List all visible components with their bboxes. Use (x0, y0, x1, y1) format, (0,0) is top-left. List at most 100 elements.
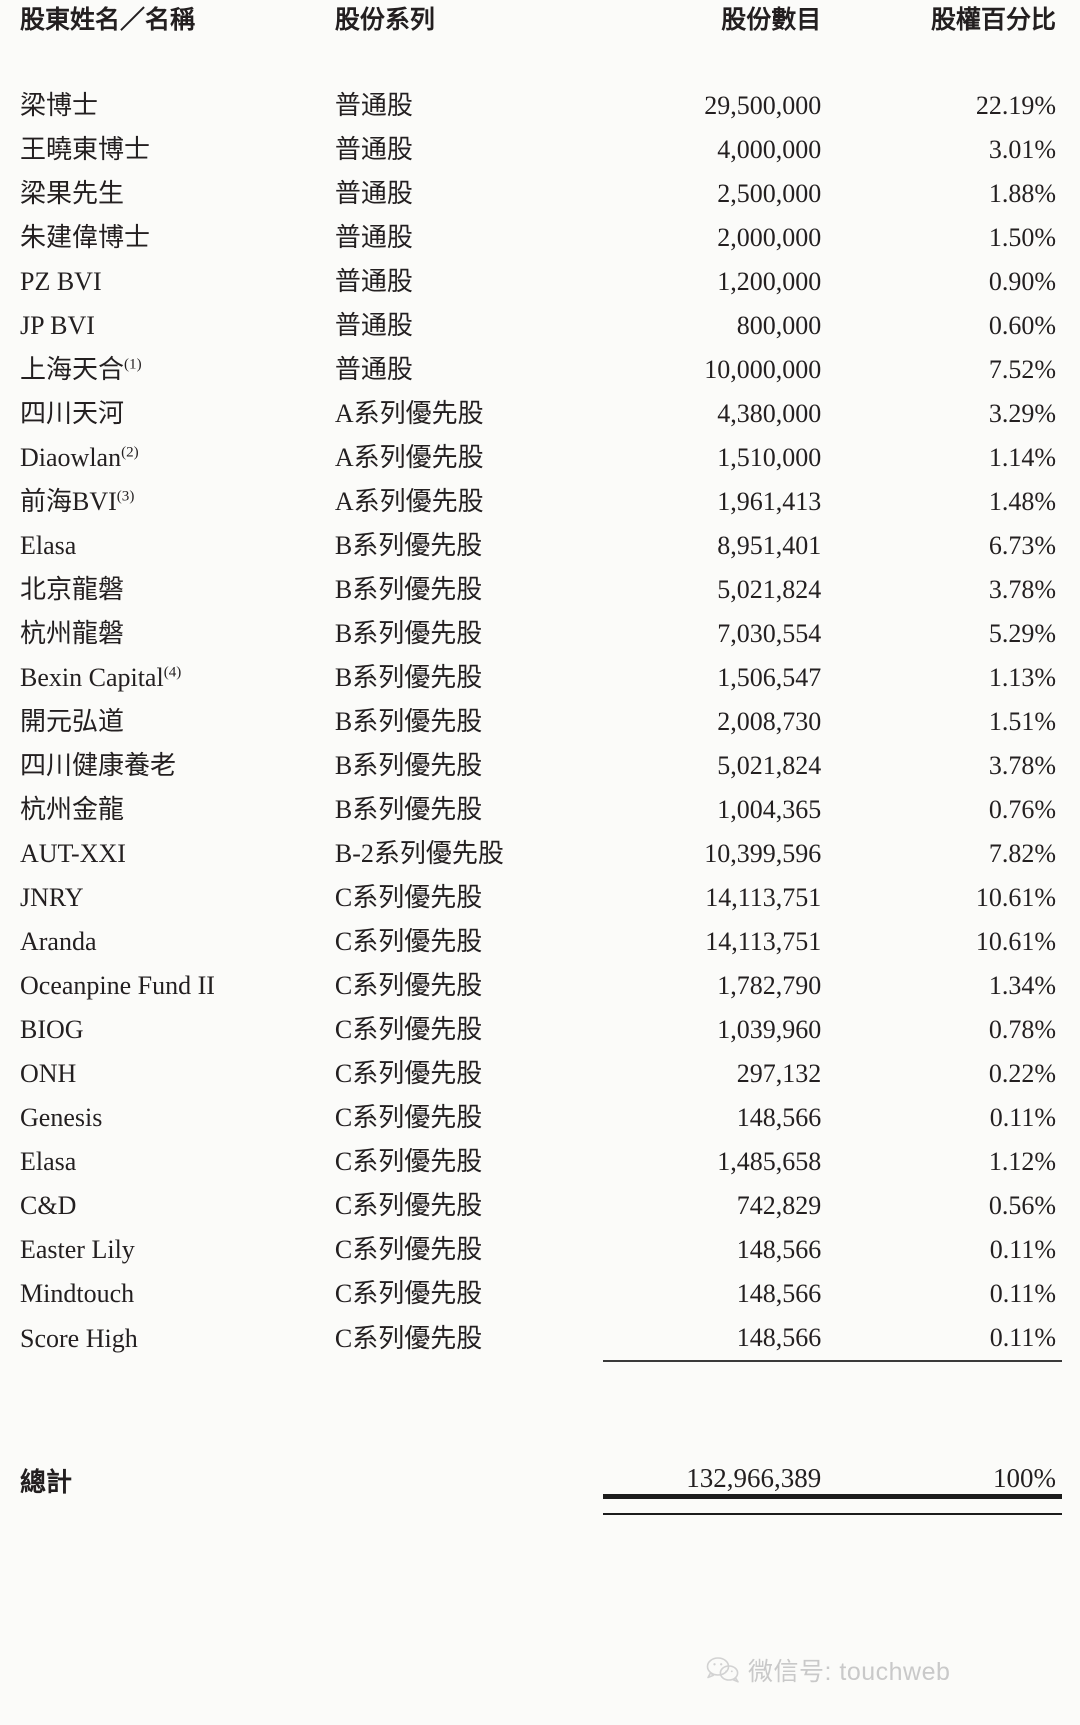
cell-shareholder-name: 梁果先生 (20, 179, 125, 208)
cell-share-count: 148,566 (736, 1323, 822, 1352)
cell-shareholder-name: 梁博士 (20, 91, 99, 120)
cell-shareholder-name: Elasa (20, 1147, 77, 1176)
cell-share-percentage: 1.51% (988, 707, 1056, 736)
cell-share-count: 10,399,596 (704, 839, 822, 868)
cell-share-class: C系列優先股 (334, 1103, 483, 1132)
table-row: Oceanpine Fund II C系列優先股 1,782,790 1.34% (18, 964, 1062, 1008)
table-row: Mindtouch C系列優先股 148,566 0.11% (18, 1272, 1062, 1316)
cell-share-class: A系列優先股 (334, 399, 484, 428)
cell-share-count: 148,566 (736, 1235, 822, 1264)
cell-share-class: 普通股 (334, 267, 413, 296)
table-body: 梁博士 普通股 29,500,000 22.19% 王曉東博士 普通股 4,000,000 3… (18, 40, 1062, 1515)
cell-share-percentage: 0.56% (988, 1191, 1056, 1220)
cell-share-count: 5,021,824 (717, 575, 822, 604)
table-row: 梁果先生 普通股 2,500,000 1.88% (18, 172, 1062, 216)
cell-share-count: 8,951,401 (717, 531, 822, 560)
cell-shareholder-name: PZ BVI (20, 267, 102, 296)
cell-share-count: 10,000,000 (704, 355, 822, 384)
shareholding-table: 股東姓名／名稱 股份系列 股份數目 股權百分比 梁博士 普通股 29,500,000… (18, 0, 1062, 1515)
table-row: ONH C系列優先股 297,132 0.22% (18, 1052, 1062, 1096)
cell-shareholder-name: 四川天河 (20, 399, 125, 428)
cell-shareholder-name: Genesis (20, 1103, 103, 1132)
cell-share-percentage: 10.61% (975, 883, 1056, 912)
cell-share-count: 2,000,000 (717, 223, 822, 252)
cell-share-percentage: 1.13% (988, 663, 1056, 692)
cell-share-class: C系列優先股 (334, 1323, 483, 1353)
cell-share-class: A系列優先股 (334, 487, 484, 516)
cell-share-percentage: 3.78% (988, 575, 1056, 604)
table-row: 開元弘道 B系列優先股 2,008,730 1.51% (18, 700, 1062, 744)
cell-total-label: 總計 (20, 1466, 73, 1497)
cell-share-count: 1,200,000 (717, 267, 822, 296)
cell-share-count: 800,000 (736, 311, 822, 340)
cell-share-class: C系列優先股 (334, 1147, 483, 1176)
table-row: 北京龍磐 B系列優先股 5,021,824 3.78% (18, 568, 1062, 612)
cell-share-percentage: 0.22% (988, 1059, 1056, 1088)
cell-shareholder-name: Easter Lily (20, 1235, 135, 1264)
cell-share-class: C系列優先股 (334, 1279, 483, 1308)
cell-shareholder-name: C&D (20, 1191, 77, 1220)
cell-share-percentage: 0.11% (989, 1103, 1056, 1132)
table-row: 前海BVI(3) A系列優先股 1,961,413 1.48% (18, 480, 1062, 524)
table-row: Aranda C系列優先股 14,113,751 10.61% (18, 920, 1062, 964)
cell-share-count: 148,566 (736, 1279, 822, 1308)
table-header-row: 股東姓名／名稱 股份系列 股份數目 股權百分比 (18, 0, 1062, 40)
cell-share-percentage: 3.29% (988, 399, 1056, 428)
cell-share-class: C系列優先股 (334, 1235, 483, 1264)
cell-share-count: 1,510,000 (717, 443, 822, 472)
table-row: PZ BVI 普通股 1,200,000 0.90% (18, 260, 1062, 304)
watermark-text: 微信号: touchweb (748, 1658, 951, 1686)
cell-shareholder-name: Score High (20, 1323, 138, 1353)
table-row: C&D C系列優先股 742,829 0.56% (18, 1184, 1062, 1228)
cell-shareholder-name: Aranda (20, 927, 97, 956)
cell-share-class: 普通股 (334, 355, 413, 384)
subtotal-rule-row (18, 1360, 1062, 1378)
table-row: Elasa B系列優先股 8,951,401 6.73% (18, 524, 1062, 568)
table-row: Bexin Capital(4) B系列優先股 1,506,547 1.13% (18, 656, 1062, 700)
cell-total-share-percentage: 100% (993, 1463, 1056, 1493)
table-row: 杭州龍磐 B系列優先股 7,030,554 5.29% (18, 612, 1062, 656)
cell-share-percentage: 7.52% (988, 355, 1056, 384)
cell-shareholder-name: AUT-XXI (20, 839, 126, 868)
cell-share-class: 普通股 (334, 311, 413, 340)
footnote-marker: (2) (121, 444, 139, 461)
cell-share-count: 297,132 (736, 1059, 822, 1088)
column-header-share-percentage: 股權百分比 (930, 6, 1056, 34)
cell-share-class: B系列優先股 (334, 707, 483, 736)
cell-share-percentage: 6.73% (988, 531, 1056, 560)
cell-share-percentage: 1.88% (988, 179, 1056, 208)
cell-share-class: 普通股 (334, 223, 413, 252)
cell-share-count: 14,113,751 (705, 927, 822, 956)
cell-share-class: 普通股 (334, 91, 413, 120)
cell-share-class: B系列優先股 (334, 619, 483, 648)
table-row: Score High C系列優先股 148,566 0.11% (18, 1316, 1062, 1361)
cell-share-class: C系列優先股 (334, 1059, 483, 1088)
table-row: 杭州金龍 B系列優先股 1,004,365 0.76% (18, 788, 1062, 832)
table-row: Diaowlan(2) A系列優先股 1,510,000 1.14% (18, 436, 1062, 480)
cell-shareholder-name: JNRY (20, 883, 84, 912)
cell-shareholder-name: JP BVI (20, 311, 95, 340)
cell-share-count: 4,000,000 (717, 135, 822, 164)
cell-share-class: B系列優先股 (334, 531, 483, 560)
footnote-marker: (4) (163, 664, 182, 681)
cell-share-percentage: 0.76% (988, 795, 1056, 824)
table-row: 四川天河 A系列優先股 4,380,000 3.29% (18, 392, 1062, 436)
cell-share-percentage: 0.78% (988, 1015, 1056, 1044)
cell-share-count: 742,829 (736, 1191, 822, 1220)
cell-shareholder-name: Oceanpine Fund II (20, 971, 215, 1000)
table-total-row: 總計 132,966,389 100% (18, 1440, 1062, 1497)
cell-share-count: 1,782,790 (717, 971, 822, 1000)
cell-shareholder-name: BIOG (20, 1015, 84, 1044)
header-spacer-row (18, 40, 1062, 84)
table-row: 上海天合(1) 普通股 10,000,000 7.52% (18, 348, 1062, 392)
cell-total-share-class (327, 1440, 603, 1497)
cell-share-count: 14,113,751 (705, 883, 822, 912)
table-row: JP BVI 普通股 800,000 0.60% (18, 304, 1062, 348)
cell-total-share-count: 132,966,389 (686, 1463, 822, 1493)
table-row: 梁博士 普通股 29,500,000 22.19% (18, 84, 1062, 128)
cell-share-percentage: 3.01% (988, 135, 1056, 164)
cell-share-percentage: 1.12% (988, 1147, 1056, 1176)
cell-share-class: B系列優先股 (334, 663, 483, 692)
cell-share-count: 1,961,413 (717, 487, 822, 516)
cell-shareholder-name: ONH (20, 1059, 77, 1088)
